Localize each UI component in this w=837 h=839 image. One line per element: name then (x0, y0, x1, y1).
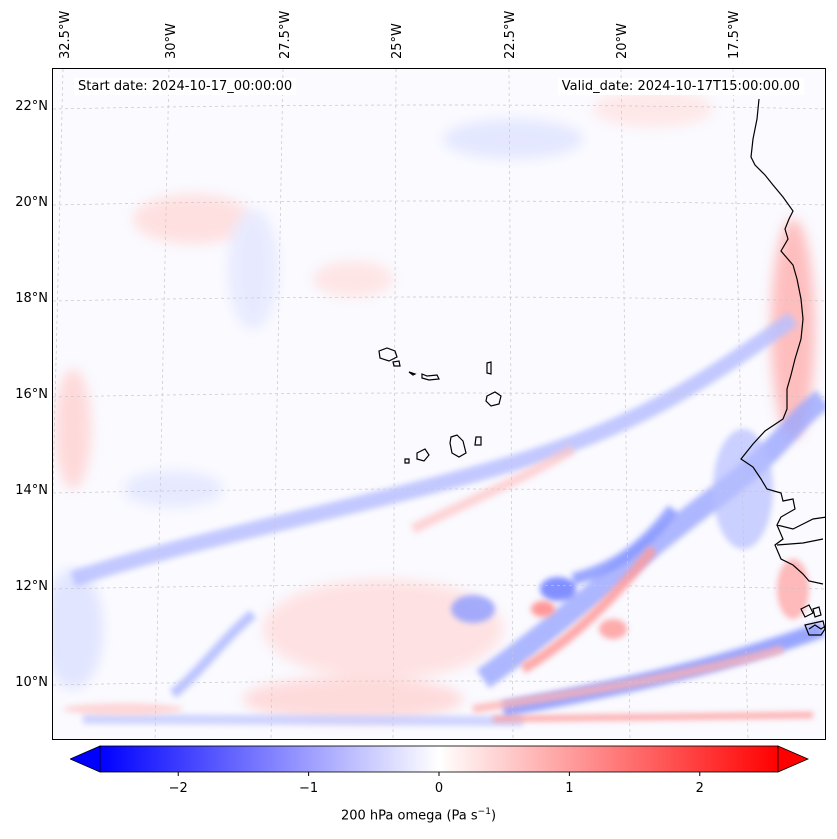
coastline-bijagos (812, 606, 822, 618)
island-sal (486, 361, 492, 375)
lat-gridline (53, 680, 825, 686)
island-santo-antao (378, 347, 398, 362)
omega-patch-pos (593, 91, 713, 127)
lon-tick-label: 27.5°W (278, 10, 293, 59)
island-sao-nicolau (408, 371, 417, 376)
omega-blob-neg (451, 595, 495, 623)
map-panel (52, 68, 826, 740)
omega-patch-pos (133, 194, 253, 244)
omega-blob-neg (540, 577, 576, 601)
omega-patch-pos (55, 369, 91, 489)
colorbar-extend-low (70, 745, 101, 773)
omega-blob-pos (63, 703, 183, 715)
lon-tick-label: 32.5°W (58, 10, 73, 59)
coastline-bijagos (800, 604, 814, 618)
colorbar-gradient (99, 745, 779, 773)
valid-date-label: Valid_date: 2024-10-17T15:00:00.00 (557, 78, 804, 95)
colorbar-tick-label: −2 (168, 781, 188, 796)
lon-tick-label: 30°W (164, 23, 179, 59)
gridlines (53, 69, 825, 739)
african-coastline (740, 98, 825, 636)
omega-band-pos (410, 444, 576, 534)
lat-tick-label: 14°N (15, 483, 48, 498)
lat-gridline (53, 296, 825, 302)
lat-tick-label: 10°N (15, 675, 48, 690)
lat-tick-label: 20°N (15, 195, 48, 210)
start-date-label: Start date: 2024-10-17_00:00:00 (74, 78, 297, 95)
coastline-west-africa (740, 98, 825, 530)
colorbar-extend-high (777, 745, 810, 773)
omega-patch-pos (771, 219, 815, 439)
omega-band-neg (169, 610, 257, 698)
lon-tick-label: 17.5°W (727, 10, 742, 59)
lat-gridline (53, 488, 825, 494)
omega-patch-neg (228, 209, 278, 329)
lon-gridline (620, 69, 631, 739)
colorbar-ticks (177, 772, 701, 776)
colorbar-label: 200 hPa omega (Pa s−1) (0, 807, 837, 823)
omega-patch-pos (243, 677, 463, 721)
coastline-guinea-bissau (774, 524, 824, 585)
lon-gridline (154, 69, 170, 739)
omega-band-neg (476, 390, 825, 688)
island-sao-nicolau (421, 373, 440, 381)
colorbar-label-exponent: −1 (477, 807, 491, 817)
omega-blob-pos (531, 601, 555, 617)
colorbar-tick-label: 2 (695, 781, 704, 796)
omega-band-neg (571, 505, 678, 585)
island-brava (404, 458, 410, 464)
lon-gridline (53, 69, 64, 504)
colorbar-label-close: ) (490, 808, 497, 824)
coastline-gambia (776, 538, 824, 546)
lon-tick-label: 22.5°W (503, 10, 518, 59)
lon-gridline (392, 69, 397, 739)
omega-band-neg (82, 714, 524, 726)
lat-tick-label: 16°N (15, 387, 48, 402)
island-santiago (449, 434, 467, 458)
lat-tick-label: 18°N (15, 291, 48, 306)
colorbar (70, 745, 810, 776)
lat-tick-label: 12°N (15, 579, 48, 594)
omega-patch-pos (263, 579, 503, 679)
lat-gridline (53, 392, 825, 398)
omega-patch-neg (123, 471, 223, 507)
coastline-guinea (804, 620, 825, 636)
omega-band-pos (520, 545, 657, 674)
lat-tick-label: 22°N (15, 99, 48, 114)
omega-blob-pos (599, 619, 627, 639)
colorbar-tick-label: 0 (434, 781, 444, 796)
lat-gridline (53, 200, 825, 206)
omega-band-pos (472, 645, 785, 713)
omega-field (53, 91, 825, 726)
omega-band-pos (492, 712, 814, 722)
lon-gridline (508, 69, 514, 739)
lon-gridline (732, 69, 749, 739)
lon-tick-label: 25°W (390, 23, 405, 59)
lon-tick-label: 20°W (615, 23, 630, 59)
cape-verde-islands (378, 347, 502, 464)
omega-blob-neg (713, 429, 773, 549)
colorbar-tick-label: 1 (565, 781, 574, 796)
colorbar-label-text: 200 hPa omega (Pa s (340, 808, 478, 824)
lat-gridline (53, 104, 825, 110)
lon-gridline (270, 69, 284, 739)
lat-gridline (53, 584, 825, 590)
omega-patch-neg (53, 569, 103, 689)
island-boa-vista (485, 391, 502, 407)
omega-patch-pos (313, 261, 393, 297)
omega-band-neg (70, 312, 798, 587)
map-canvas (53, 69, 825, 739)
island-maio (474, 436, 482, 446)
island-sao-vicente (392, 360, 401, 367)
omega-blob-pos (777, 559, 809, 619)
island-fogo (416, 448, 430, 462)
omega-patch-neg (443, 119, 583, 159)
colorbar-tick-label: −1 (299, 781, 319, 796)
